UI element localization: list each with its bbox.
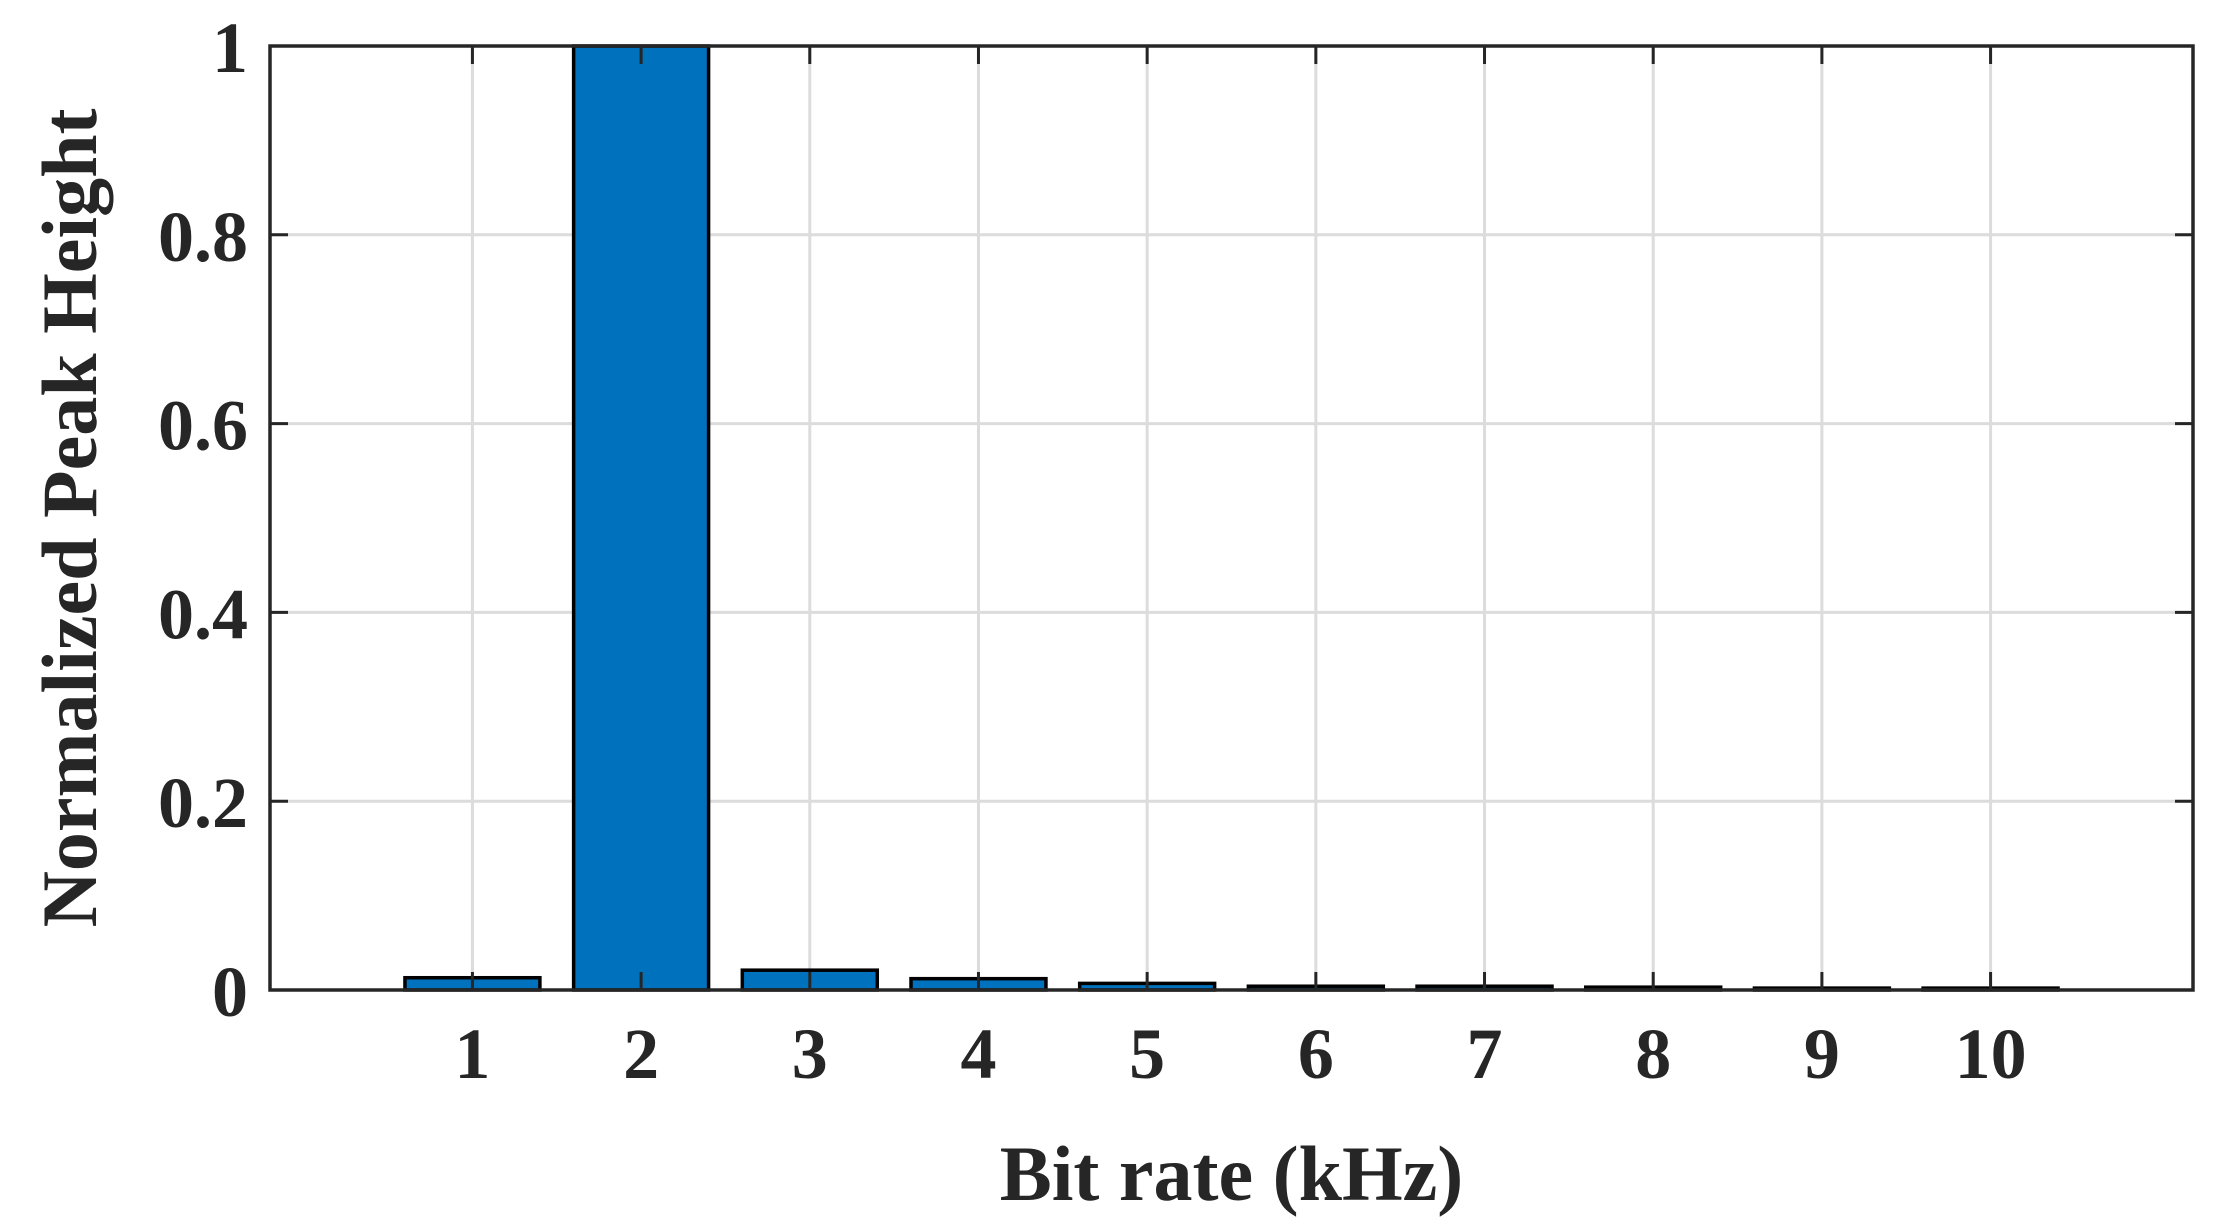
- x-tick-label: 9: [1804, 1014, 1840, 1094]
- y-axis-label: Normalized Peak Height: [26, 109, 113, 928]
- bar-2: [571, 44, 711, 992]
- x-axis-label: Bit rate (kHz): [1000, 1130, 1464, 1217]
- x-tick-label: 8: [1635, 1014, 1671, 1094]
- x-tick-label: 1: [454, 1014, 490, 1094]
- bars: [403, 44, 2060, 992]
- tick-marks: [270, 44, 2193, 992]
- plot-area-frame: [268, 44, 2195, 992]
- y-tick-label: 1: [212, 8, 248, 88]
- y-tick-labels: 0 0.2 0.4 0.6 0.8 1: [158, 8, 248, 1032]
- x-tick-label: 5: [1129, 1014, 1165, 1094]
- y-tick-label: 0.8: [158, 197, 248, 277]
- x-tick-label: 7: [1467, 1014, 1503, 1094]
- y-tick-label: 0.6: [158, 386, 248, 466]
- y-tick-label: 0: [212, 952, 248, 1032]
- x-tick-label: 4: [960, 1014, 996, 1094]
- y-tick-label: 0.2: [158, 763, 248, 843]
- x-tick-label: 10: [1955, 1014, 2027, 1094]
- x-tick-labels: 1 2 3 4 5 6 7 8 9 10: [454, 1014, 2026, 1094]
- x-tick-label: 6: [1298, 1014, 1334, 1094]
- x-tick-label: 3: [792, 1014, 828, 1094]
- y-tick-label: 0.4: [158, 574, 248, 654]
- grid-lines: [270, 44, 2193, 992]
- x-tick-label: 2: [623, 1014, 659, 1094]
